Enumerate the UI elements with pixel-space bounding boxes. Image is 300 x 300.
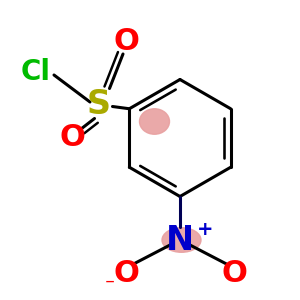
Text: +: + (197, 220, 214, 239)
Text: Cl: Cl (21, 58, 51, 86)
Text: S: S (87, 88, 111, 122)
Text: O: O (59, 124, 85, 152)
Text: ⁻: ⁻ (104, 275, 115, 295)
Text: N: N (166, 224, 194, 256)
Text: O: O (113, 28, 139, 56)
Text: O: O (113, 259, 139, 287)
Ellipse shape (140, 109, 169, 134)
Ellipse shape (162, 228, 201, 252)
Text: O: O (221, 259, 247, 287)
